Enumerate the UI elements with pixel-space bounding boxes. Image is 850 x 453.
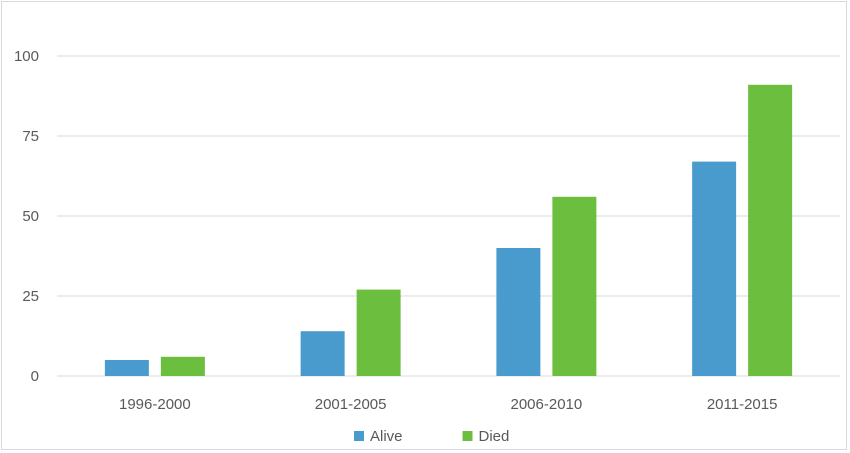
x-axis-tick-labels: 1996-2000 2001-2005 2006-2010 2011-2015 bbox=[119, 396, 777, 413]
legend: Alive Died bbox=[354, 428, 509, 445]
legend-label-alive: Alive bbox=[370, 428, 403, 445]
x-tick-label-2001-2005: 2001-2005 bbox=[315, 396, 387, 413]
bar-alive-2006-2010 bbox=[496, 248, 541, 376]
bar-died-1996-2000 bbox=[160, 356, 205, 376]
x-tick-label-2006-2010: 2006-2010 bbox=[511, 396, 583, 413]
legend-label-died: Died bbox=[479, 428, 510, 445]
y-tick-label-25: 25 bbox=[22, 288, 39, 305]
y-tick-label-0: 0 bbox=[31, 368, 39, 385]
bar-died-2011-2015 bbox=[748, 84, 793, 377]
x-tick-label-1996-2000: 1996-2000 bbox=[119, 396, 191, 413]
bar-alive-2001-2005 bbox=[300, 331, 345, 376]
bar-alive-1996-2000 bbox=[104, 360, 149, 376]
legend-swatch-alive bbox=[354, 431, 364, 441]
bars bbox=[104, 84, 793, 377]
legend-swatch-died bbox=[462, 431, 473, 441]
y-tick-label-50: 50 bbox=[22, 208, 39, 225]
bar-died-2006-2010 bbox=[552, 196, 597, 376]
y-axis-tick-labels: 0 25 50 75 100 bbox=[14, 48, 39, 385]
x-tick-label-2011-2015: 2011-2015 bbox=[707, 396, 778, 413]
y-tick-label-75: 75 bbox=[22, 128, 39, 145]
bar-died-2001-2005 bbox=[356, 289, 401, 376]
bar-alive-2011-2015 bbox=[692, 161, 737, 376]
y-tick-label-100: 100 bbox=[14, 48, 39, 65]
